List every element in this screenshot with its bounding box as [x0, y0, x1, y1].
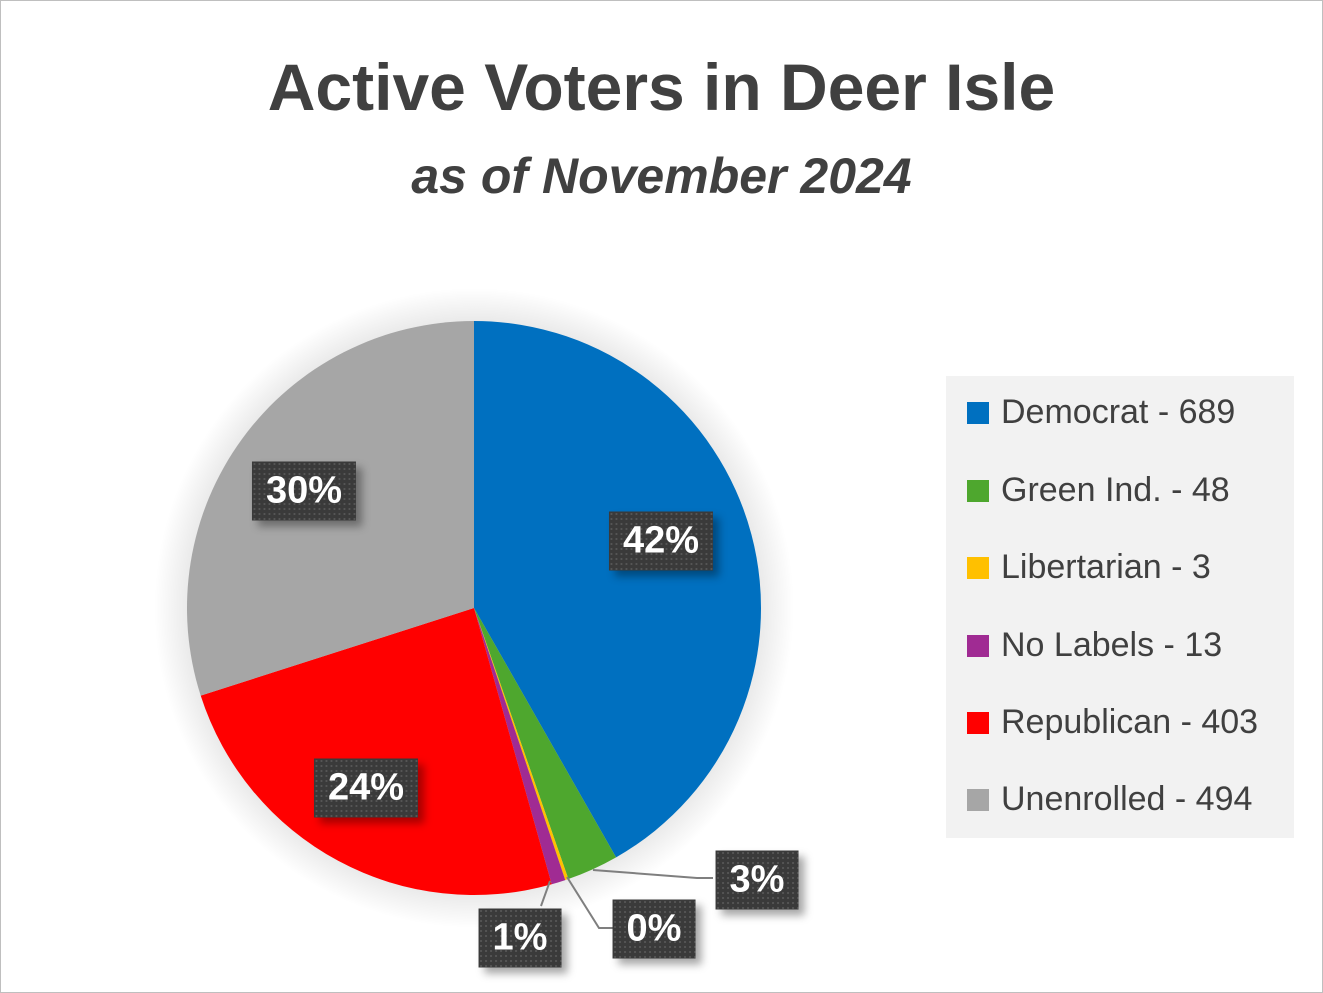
chart-title: Active Voters in Deer Isle — [267, 50, 1056, 124]
chart-subtitle: as of November 2024 — [411, 148, 912, 204]
leader-line — [540, 880, 551, 907]
legend-item: Unenrolled - 494 — [967, 780, 1252, 819]
legend-label: No Labels - 13 — [1001, 626, 1223, 664]
legend-swatch — [967, 401, 989, 424]
legend-label: Democrat - 689 — [1001, 393, 1236, 431]
data-label-democrat: 42% — [608, 511, 714, 571]
data-label-libertarian: 0% — [612, 899, 696, 959]
legend-swatch — [967, 556, 989, 579]
legend: Democrat - 689 Green Ind. - 48 Libertarian… — [946, 376, 1294, 838]
leader-line — [592, 869, 713, 879]
pie-slice-libertarian — [474, 608, 569, 881]
legend-swatch — [967, 479, 989, 502]
legend-swatch — [967, 634, 989, 657]
data-label-no-labels: 1% — [478, 908, 562, 968]
legend-label: Green Ind. - 48 — [1001, 471, 1230, 509]
pie-slice-no-labels — [474, 608, 566, 885]
pie-slice-green-ind — [474, 608, 617, 880]
legend-item: No Labels - 13 — [967, 626, 1222, 665]
legend-item: Republican - 403 — [967, 703, 1258, 742]
legend-swatch — [967, 711, 989, 734]
legend-label: Libertarian - 3 — [1001, 548, 1211, 586]
data-label-unenrolled: 30% — [251, 461, 357, 521]
data-label-republican: 24% — [313, 758, 419, 818]
legend-label: Republican - 403 — [1001, 703, 1259, 741]
pie-slice-democrat — [474, 321, 762, 858]
legend-item: Green Ind. - 48 — [967, 471, 1230, 510]
legend-label: Unenrolled - 494 — [1001, 780, 1253, 818]
leader-line — [566, 876, 613, 929]
data-label-green-ind: 3% — [715, 850, 799, 910]
legend-item: Libertarian - 3 — [967, 548, 1211, 587]
legend-swatch — [967, 788, 989, 811]
legend-item: Democrat - 689 — [967, 393, 1235, 432]
pie-slice-republican — [200, 608, 552, 895]
